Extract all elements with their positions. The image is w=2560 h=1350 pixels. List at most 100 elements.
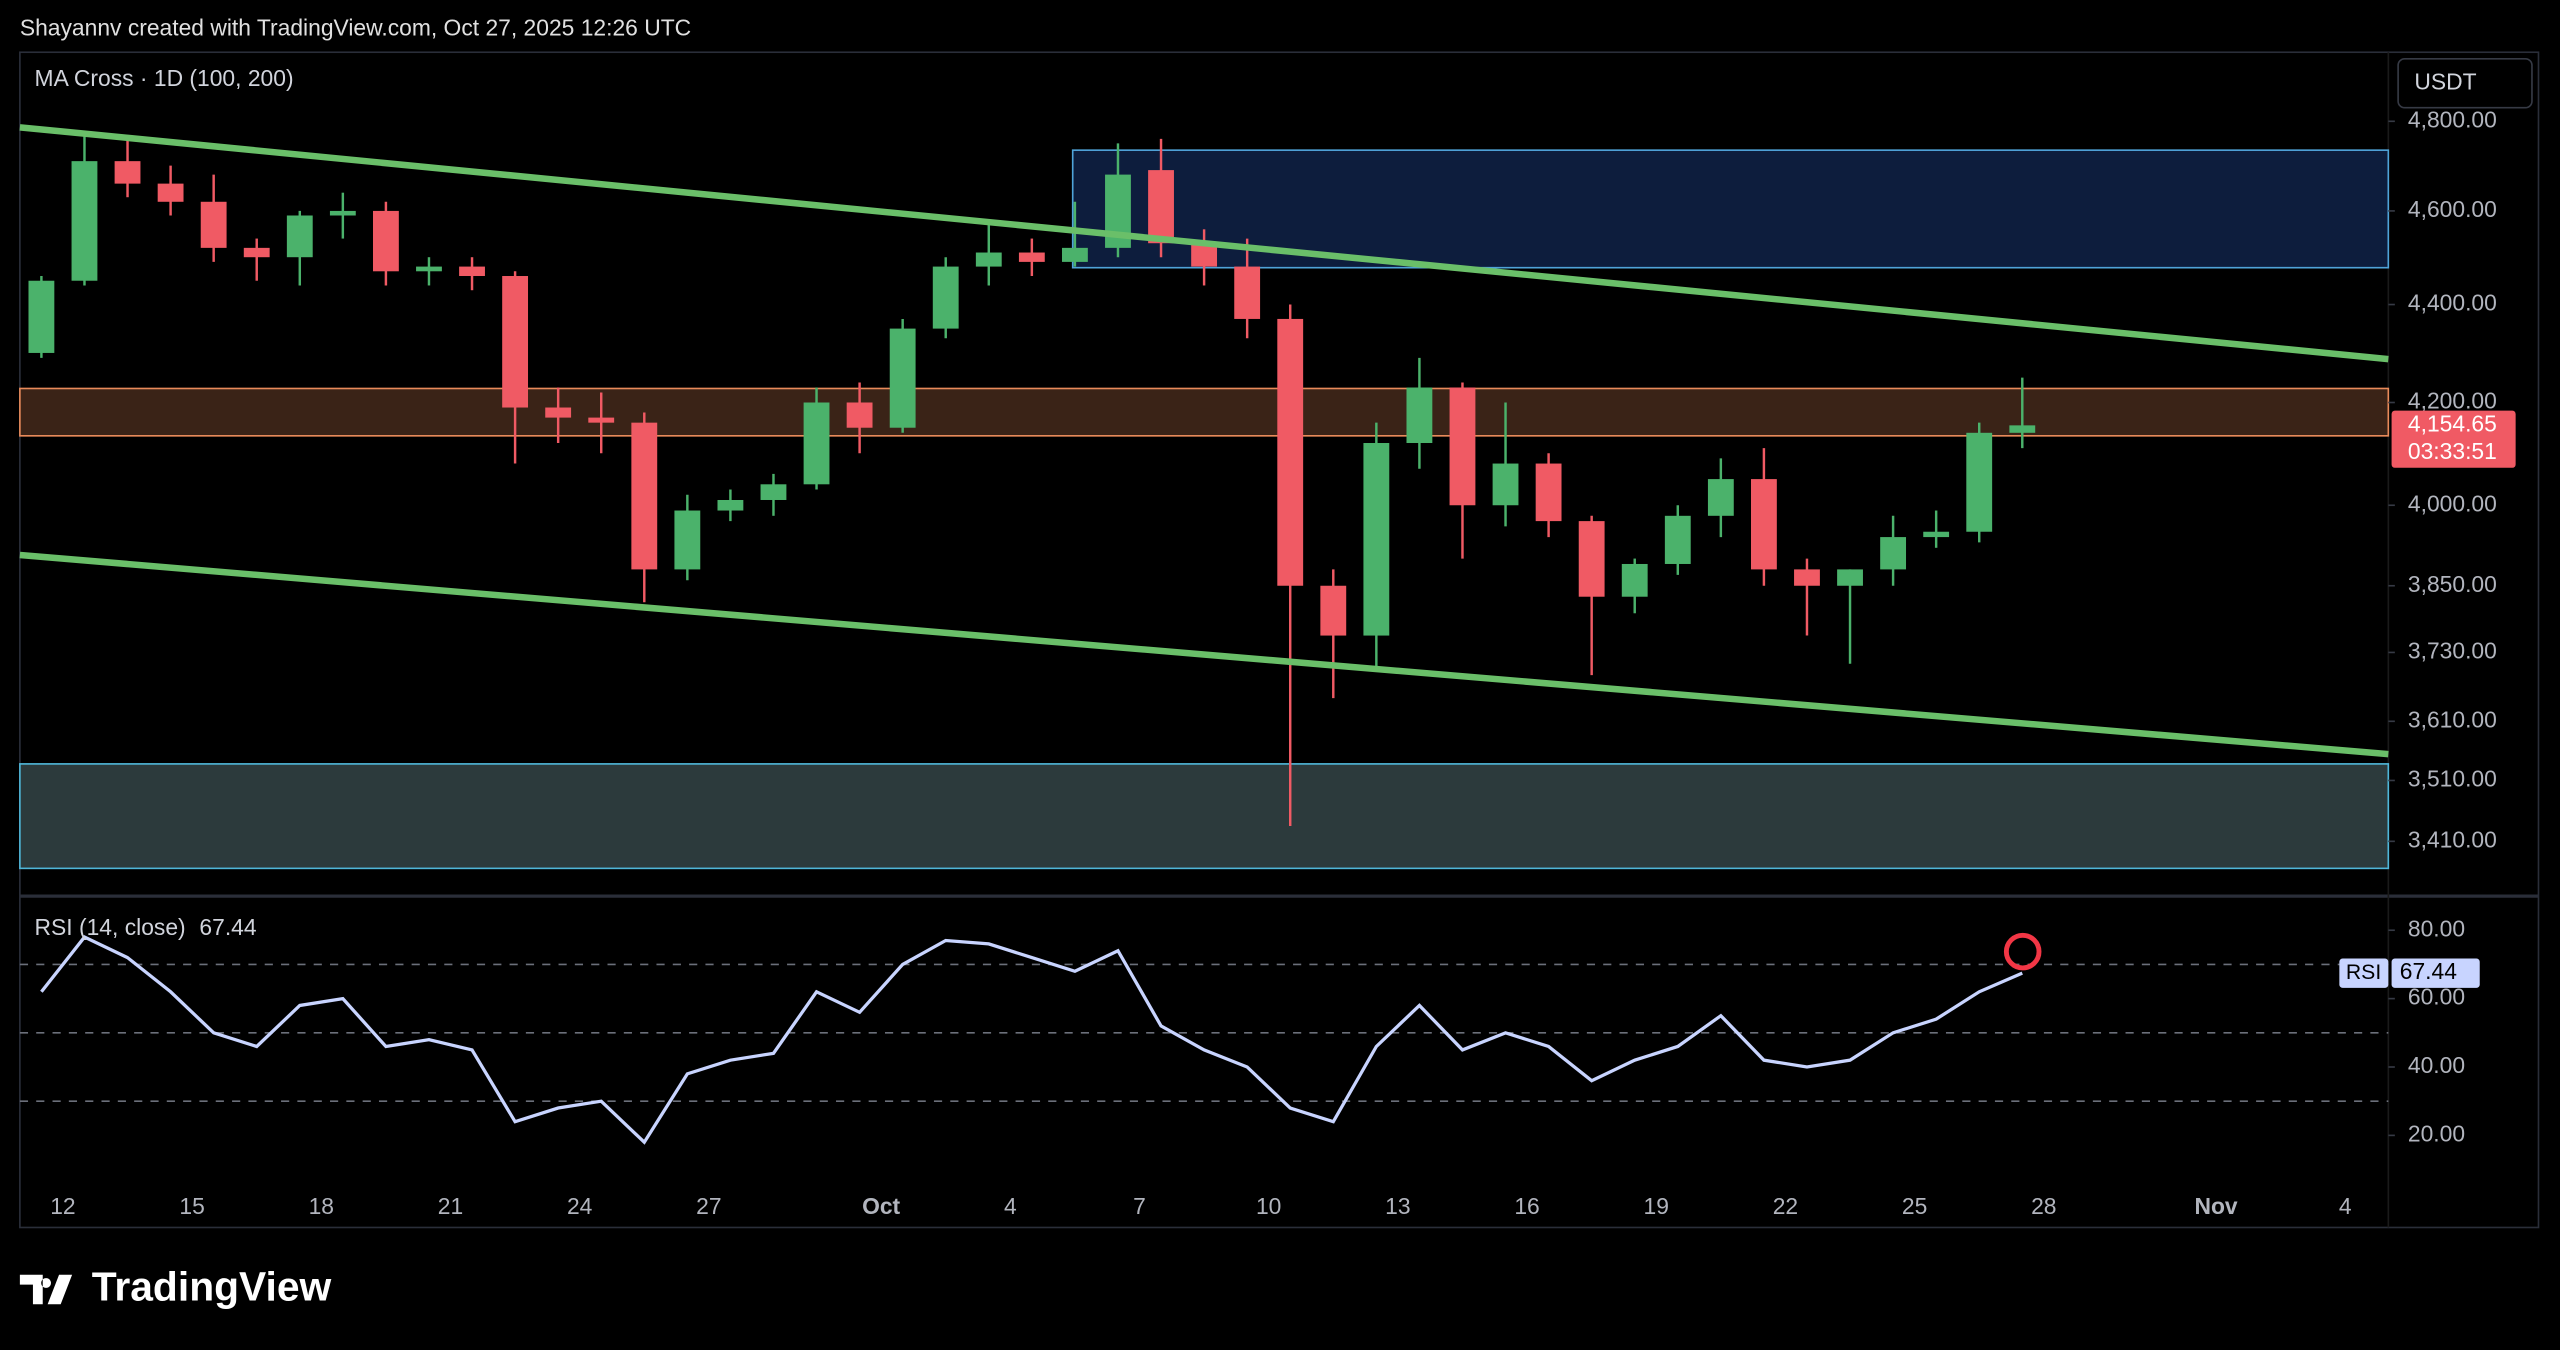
- demand-zone: [19, 763, 2390, 870]
- y-tick-label: 40.00: [2408, 1052, 2465, 1078]
- y-tick-label: 3,410.00: [2408, 826, 2497, 852]
- candle-body: [28, 280, 55, 353]
- candle-body: [1794, 569, 1820, 586]
- x-tick-label: 27: [696, 1193, 721, 1219]
- candle-body: [1363, 443, 1390, 636]
- candle-body: [1148, 170, 1174, 244]
- candle-body: [1923, 531, 1950, 538]
- y-tick-label: 3,510.00: [2408, 765, 2497, 791]
- candle-body: [760, 484, 787, 500]
- candle-body: [502, 276, 529, 408]
- x-tick-label: 25: [1902, 1193, 1927, 1219]
- candle-body: [243, 247, 270, 258]
- rsi-legend-value: 67.44: [199, 914, 256, 940]
- rsi-tag-name-bg: [2339, 958, 2389, 988]
- candle-body: [1621, 563, 1648, 597]
- candle-body: [588, 417, 615, 423]
- rsi-tag-name: RSI: [2346, 961, 2381, 984]
- candle-body: [1449, 387, 1476, 506]
- logo-mark: [19, 1274, 73, 1305]
- y-tick-label: 4,400.00: [2408, 290, 2497, 316]
- resistance-zone: [19, 387, 2390, 437]
- credit: Shayannv created with TradingView.com, O…: [20, 14, 691, 40]
- supply-zone: [1071, 149, 2390, 269]
- x-tick-label: 12: [50, 1193, 75, 1219]
- x-tick-label: Oct: [862, 1193, 900, 1219]
- x-tick-label: 24: [567, 1193, 593, 1219]
- logo-text: TradingView: [92, 1263, 332, 1309]
- channel-bottom: [19, 551, 2389, 758]
- candle-body: [1061, 247, 1088, 262]
- last-price-tag: [2391, 410, 2516, 468]
- x-tick-label: 4: [1004, 1193, 1017, 1219]
- candle-body: [1664, 515, 1691, 564]
- rsi-highlight: [2003, 932, 2042, 971]
- candle-body: [157, 183, 184, 202]
- candle-body: [1535, 463, 1562, 522]
- candle-body: [1234, 266, 1261, 319]
- y-tick-label: 3,730.00: [2408, 637, 2497, 663]
- candle-body: [372, 210, 399, 272]
- rsi-pane: [19, 935, 2389, 1145]
- x-tick-label: 28: [2031, 1193, 2056, 1219]
- x-tick-label: 16: [1514, 1193, 1539, 1219]
- candle-body: [416, 266, 442, 272]
- candle-body: [71, 161, 98, 281]
- candle-body: [1578, 521, 1605, 597]
- candle-body: [459, 266, 485, 277]
- x-tick-label: 10: [1256, 1193, 1281, 1219]
- rsi-tag-value-bg: [2391, 958, 2480, 988]
- y-tick-label: 60.00: [2408, 984, 2465, 1010]
- currency[interactable]: USDT: [2414, 68, 2476, 94]
- candle-body: [1320, 585, 1347, 636]
- candle-body: [545, 407, 572, 418]
- candle-body: [114, 161, 141, 184]
- x-tick-label: 4: [2339, 1193, 2352, 1219]
- candle-body: [975, 252, 1002, 267]
- rsi-tag-value: 67.44: [2400, 958, 2457, 984]
- candle-body: [846, 402, 873, 428]
- candle-body: [200, 201, 227, 248]
- y-tick-label: 4,200.00: [2408, 388, 2497, 414]
- candle-body: [1837, 569, 1863, 586]
- candle-body: [932, 266, 959, 329]
- x-tick-label: 15: [179, 1193, 204, 1219]
- candle-body: [2009, 425, 2036, 433]
- y-tick-label: 80.00: [2408, 915, 2465, 941]
- candle-body: [329, 210, 356, 216]
- candle-body: [1492, 463, 1519, 506]
- candle-body: [1406, 387, 1433, 444]
- candle-body: [1707, 479, 1734, 516]
- y-tick-label: 4,600.00: [2408, 196, 2497, 222]
- channel-top: [19, 124, 2389, 363]
- last-price-label: 4,154.65: [2408, 410, 2497, 436]
- x-tick-label: 7: [1133, 1193, 1146, 1219]
- candle-body: [286, 215, 313, 258]
- y-tick-label: 3,610.00: [2408, 706, 2497, 732]
- candle-body: [1191, 243, 1218, 267]
- y-tick-label: 20.00: [2408, 1120, 2465, 1146]
- countdown: 03:33:51: [2408, 438, 2497, 464]
- rsi-title: RSI (14, close): [35, 914, 186, 940]
- x-tick-label: 21: [438, 1193, 463, 1219]
- candle-body: [1880, 537, 1907, 570]
- y-tick-label: 3,850.00: [2408, 571, 2497, 597]
- x-tick-label: 19: [1644, 1193, 1669, 1219]
- indicator-title: MA Cross · 1D (100, 200): [35, 65, 294, 91]
- logo: TradingView: [19, 1263, 332, 1309]
- x-tick-label: 22: [1773, 1193, 1798, 1219]
- candle-body: [674, 510, 701, 570]
- candles: [28, 134, 2036, 826]
- currency-button[interactable]: [2397, 57, 2533, 109]
- x-tick-label: 13: [1385, 1193, 1410, 1219]
- candle-body: [803, 402, 830, 485]
- candle-body: [1018, 252, 1045, 262]
- rsi-line: [40, 935, 2023, 1145]
- candle-body: [1750, 479, 1777, 570]
- candle-body: [717, 499, 744, 511]
- candle-body: [631, 422, 658, 570]
- y-tick-label: 4,000.00: [2408, 490, 2497, 516]
- candle-body: [1966, 432, 1993, 532]
- x-tick-label: Nov: [2194, 1193, 2237, 1219]
